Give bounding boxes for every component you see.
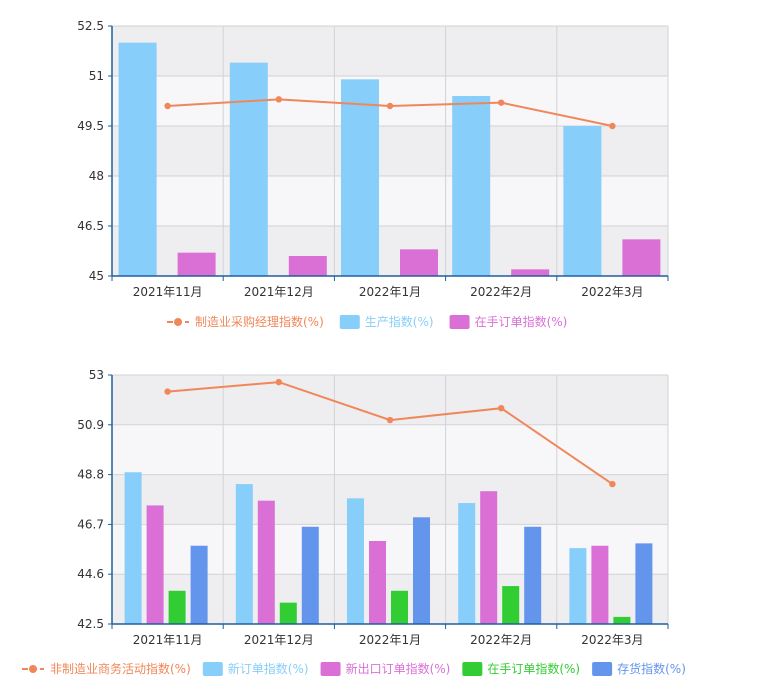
y-tick-label: 45 (89, 269, 104, 283)
bar (229, 62, 268, 276)
bar (613, 616, 631, 624)
bar (190, 545, 208, 624)
bar (257, 500, 275, 624)
bar (591, 545, 609, 624)
legend-label: 生产指数(%) (365, 314, 434, 329)
x-tick-label: 2021年12月 (244, 285, 314, 299)
x-tick-label: 2021年11月 (133, 633, 203, 647)
bar (118, 42, 157, 276)
x-tick-label: 2022年1月 (359, 285, 421, 299)
legend-swatch (592, 662, 613, 676)
y-tick-label: 52.5 (77, 19, 104, 33)
bar (124, 472, 142, 624)
plot-band (112, 76, 668, 126)
bar (391, 590, 408, 624)
bar (635, 543, 653, 624)
bar (347, 498, 364, 624)
bar (413, 517, 430, 624)
bar (168, 590, 186, 624)
bar (511, 269, 550, 276)
chart-2: 53 50.9 48.8 46.7 44.6 42.5 2021年11月 2021年12月 20… (22, 368, 686, 676)
x-tick-label: 2022年1月 (359, 633, 421, 647)
bar (563, 126, 602, 276)
legend: 非制造业商务活动指数(%) 新订单指数(%) 新出口订单指数(%) 在手订单指数(%)… (22, 661, 686, 676)
line-point (164, 388, 171, 395)
y-tick-label: 51 (89, 69, 104, 83)
bar (279, 602, 297, 624)
bar (458, 503, 476, 624)
plot-band (112, 375, 668, 425)
legend-label: 制造业采购经理指数(%) (195, 314, 324, 329)
x-tick-label: 2022年3月 (581, 285, 643, 299)
y-tick-label: 46.7 (77, 517, 104, 531)
legend-swatch (320, 662, 341, 676)
plot-band (112, 474, 668, 525)
bar (369, 541, 386, 624)
x-tick-label: 2022年2月 (470, 285, 532, 299)
line-point (275, 96, 282, 103)
line-point (609, 480, 616, 488)
legend: 制造业采购经理指数(%) 生产指数(%) 在手订单指数(%) (167, 314, 567, 329)
y-tick-label: 49.5 (77, 119, 104, 133)
legend-swatch (449, 315, 470, 329)
legend-swatch (462, 662, 483, 676)
legend-label: 在手订单指数(%) (487, 661, 580, 676)
y-tick-label: 44.6 (77, 567, 104, 581)
bar (502, 586, 520, 624)
plot-band (112, 26, 668, 76)
line-point (275, 378, 282, 386)
y-tick-label: 42.5 (77, 617, 104, 631)
bar (400, 249, 438, 276)
legend-label: 存货指数(%) (617, 661, 686, 676)
y-tick-label: 46.5 (77, 219, 104, 233)
x-tick-label: 2022年3月 (581, 633, 643, 647)
bar (480, 491, 498, 624)
legend-point-symbol (174, 318, 182, 326)
chart-1: 52.5 51 49.5 48 46.5 45 2021年11月 2021年12月 2022年1… (77, 19, 669, 329)
line-point (386, 102, 394, 110)
line-point (386, 416, 394, 424)
y-tick-label: 48.8 (77, 468, 104, 482)
line-point (164, 102, 171, 110)
bar (341, 79, 379, 276)
bar (177, 252, 216, 276)
y-tick-label: 53 (89, 368, 104, 382)
line-point (609, 122, 616, 130)
bar (235, 484, 253, 624)
bar (524, 526, 542, 624)
bar (569, 548, 587, 624)
x-tick-label: 2021年12月 (244, 633, 314, 647)
legend-point-symbol (29, 665, 37, 673)
legend-label: 新出口订单指数(%) (346, 661, 451, 676)
bar (288, 256, 327, 276)
legend-swatch (202, 662, 223, 676)
x-tick-label: 2021年11月 (133, 285, 203, 299)
legend-swatch (339, 315, 360, 329)
line-point (498, 99, 505, 106)
y-tick-label: 48 (89, 169, 104, 183)
legend-label: 新订单指数(%) (228, 661, 309, 676)
y-tick-label: 50.9 (77, 418, 104, 432)
bar (452, 96, 491, 276)
bar (146, 505, 164, 624)
bar (622, 239, 661, 276)
x-tick-label: 2022年2月 (470, 633, 532, 647)
line-point (498, 405, 505, 412)
bar (301, 526, 319, 624)
legend-label: 非制造业商务活动指数(%) (50, 661, 191, 676)
plot-band (112, 424, 668, 475)
legend-label: 在手订单指数(%) (475, 314, 568, 329)
